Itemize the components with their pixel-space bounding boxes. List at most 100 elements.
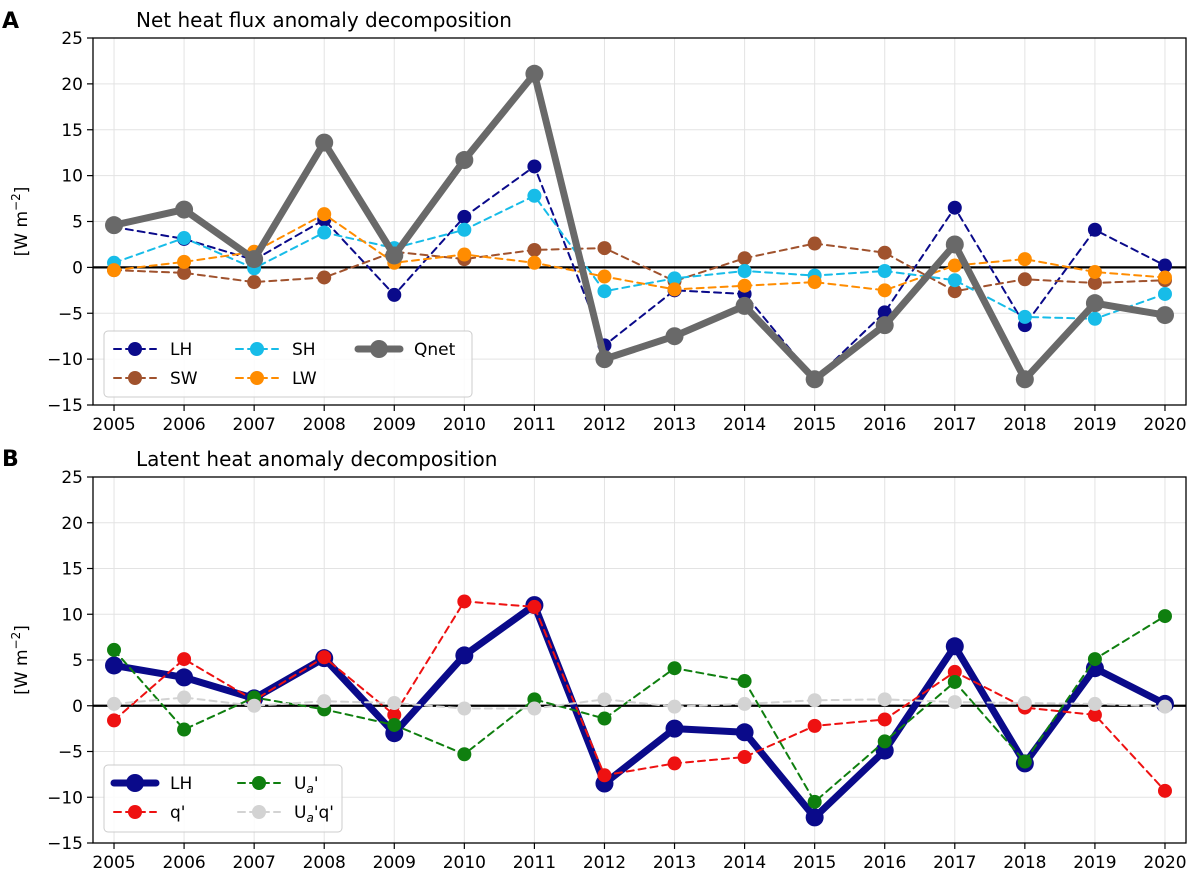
data-point-Ua'-2016 bbox=[877, 734, 892, 749]
data-point-q'-2013 bbox=[667, 756, 682, 771]
data-point-Qnet-2020 bbox=[1155, 306, 1174, 325]
data-point-q'-2008 bbox=[317, 650, 332, 665]
y-tick-label: 20 bbox=[61, 514, 83, 534]
panel-b-letter: B bbox=[2, 447, 19, 472]
data-point-LW-2013 bbox=[667, 282, 682, 297]
data-point-Ua'q'-2009 bbox=[387, 696, 402, 711]
legend-label-main: LH bbox=[170, 774, 192, 794]
x-tick-label: 2017 bbox=[933, 415, 976, 435]
series-line-Ua' bbox=[113, 615, 1166, 803]
data-point-SH-2020 bbox=[1157, 286, 1172, 301]
data-point-Ua'-2015 bbox=[807, 794, 822, 809]
x-tick-label: 2016 bbox=[863, 415, 906, 435]
data-point-LW-2010 bbox=[457, 247, 472, 262]
y-tick-label: 10 bbox=[61, 605, 83, 625]
data-point-SW-2008 bbox=[317, 270, 332, 285]
legend-label-main: U bbox=[294, 803, 306, 823]
legend-label-LH: LH bbox=[170, 340, 192, 360]
x-tick-label: 2010 bbox=[443, 853, 486, 870]
panel-a-letter: A bbox=[2, 9, 19, 34]
x-tick-label: 2016 bbox=[863, 853, 906, 870]
legend-label-LW: LW bbox=[292, 369, 317, 389]
data-point-Ua'-2014 bbox=[737, 674, 752, 689]
data-point-SH-2010 bbox=[457, 222, 472, 237]
data-point-Ua'q'-2006 bbox=[177, 690, 192, 705]
data-point-SW-2011 bbox=[527, 242, 542, 257]
x-tick-label: 2005 bbox=[92, 415, 135, 435]
data-point-LW-2020 bbox=[1157, 270, 1172, 285]
data-point-LH-2014 bbox=[735, 723, 754, 742]
x-tick-label: 2020 bbox=[1143, 853, 1186, 870]
data-point-Ua'q'-2014 bbox=[737, 696, 752, 711]
data-point-Qnet-2010 bbox=[455, 151, 474, 170]
legend-label-suffix: ' bbox=[314, 774, 319, 794]
y-tick-label: −15 bbox=[47, 834, 83, 854]
panel-a-title: Net heat flux anomaly decomposition bbox=[136, 8, 512, 32]
data-point-Ua'q'-2015 bbox=[807, 693, 822, 708]
ylabel-main: [W m bbox=[12, 649, 32, 694]
series-line-SH bbox=[113, 194, 1166, 320]
x-tick-label: 2019 bbox=[1073, 853, 1116, 870]
x-tick-label: 2012 bbox=[583, 853, 626, 870]
legend-label-sub: a bbox=[306, 811, 313, 825]
data-point-LW-2006 bbox=[177, 254, 192, 269]
x-tick-label: 2007 bbox=[233, 415, 276, 435]
data-point-SH-2012 bbox=[597, 284, 612, 299]
data-point-SH-2019 bbox=[1087, 311, 1102, 326]
data-point-Ua'-2013 bbox=[667, 661, 682, 676]
panel-b-legend: LHq'Ua'Ua'q' bbox=[103, 764, 343, 833]
x-tick-label: 2006 bbox=[162, 415, 205, 435]
data-point-LH-2019 bbox=[1087, 222, 1102, 237]
y-tick-label: 20 bbox=[61, 75, 83, 95]
data-point-Ua'-2012 bbox=[597, 711, 612, 726]
x-tick-label: 2009 bbox=[373, 853, 416, 870]
legend-marker-LH bbox=[128, 342, 142, 356]
data-point-q'-2016 bbox=[877, 712, 892, 727]
data-point-q'-2017 bbox=[947, 664, 962, 679]
x-tick-label: 2015 bbox=[793, 415, 836, 435]
y-tick-label: −5 bbox=[58, 304, 83, 324]
data-point-LW-2014 bbox=[737, 278, 752, 293]
x-tick-label: 2008 bbox=[303, 415, 346, 435]
x-tick-label: 2018 bbox=[1003, 415, 1046, 435]
ylabel-sup: −2 bbox=[9, 193, 23, 211]
ylabel-end: ] bbox=[12, 625, 32, 632]
data-point-SH-2013 bbox=[667, 271, 682, 286]
panel-a-legend: LH SW SH LW Qnet bbox=[103, 330, 473, 398]
data-point-Qnet-2006 bbox=[175, 200, 194, 219]
x-tick-label: 2006 bbox=[162, 853, 205, 870]
legend-label-main: q' bbox=[170, 803, 185, 823]
x-tick-label: 2017 bbox=[933, 853, 976, 870]
x-tick-label: 2014 bbox=[723, 415, 766, 435]
data-point-Qnet-2005 bbox=[105, 216, 124, 235]
data-point-SW-2012 bbox=[597, 241, 612, 256]
legend-label-Ua': Ua' bbox=[294, 774, 319, 796]
data-point-Qnet-2008 bbox=[315, 133, 334, 152]
series-line-SW bbox=[113, 242, 1166, 293]
legend-marker-q' bbox=[128, 805, 142, 819]
data-point-q'-2009 bbox=[387, 707, 402, 722]
x-tick-label: 2013 bbox=[653, 415, 696, 435]
data-point-SW-2019 bbox=[1087, 275, 1102, 290]
x-tick-label: 2019 bbox=[1073, 415, 1116, 435]
data-point-q'-2015 bbox=[807, 718, 822, 733]
series-line-Qnet bbox=[110, 70, 1169, 383]
data-point-Qnet-2007 bbox=[245, 250, 264, 269]
data-point-LH-2006 bbox=[175, 668, 194, 687]
data-point-Qnet-2016 bbox=[875, 316, 894, 335]
data-point-SH-2011 bbox=[527, 188, 542, 203]
data-point-LH-2009 bbox=[387, 287, 402, 302]
data-point-SH-2017 bbox=[947, 273, 962, 288]
data-point-SW-2016 bbox=[877, 245, 892, 260]
data-point-q'-2006 bbox=[177, 652, 192, 667]
data-point-LH-2015 bbox=[805, 808, 824, 827]
x-tick-label: 2011 bbox=[513, 415, 556, 435]
x-tick-label: 2010 bbox=[443, 415, 486, 435]
data-point-LH-2020 bbox=[1157, 258, 1172, 273]
panel-b: B Latent heat anomaly decomposition −15 −10… bbox=[2, 447, 1187, 870]
y-tick-label: 10 bbox=[61, 167, 83, 187]
x-tick-label: 2007 bbox=[233, 853, 276, 870]
data-point-LW-2005 bbox=[107, 263, 122, 278]
data-point-SW-2015 bbox=[807, 236, 822, 251]
data-point-LW-2017 bbox=[947, 258, 962, 273]
